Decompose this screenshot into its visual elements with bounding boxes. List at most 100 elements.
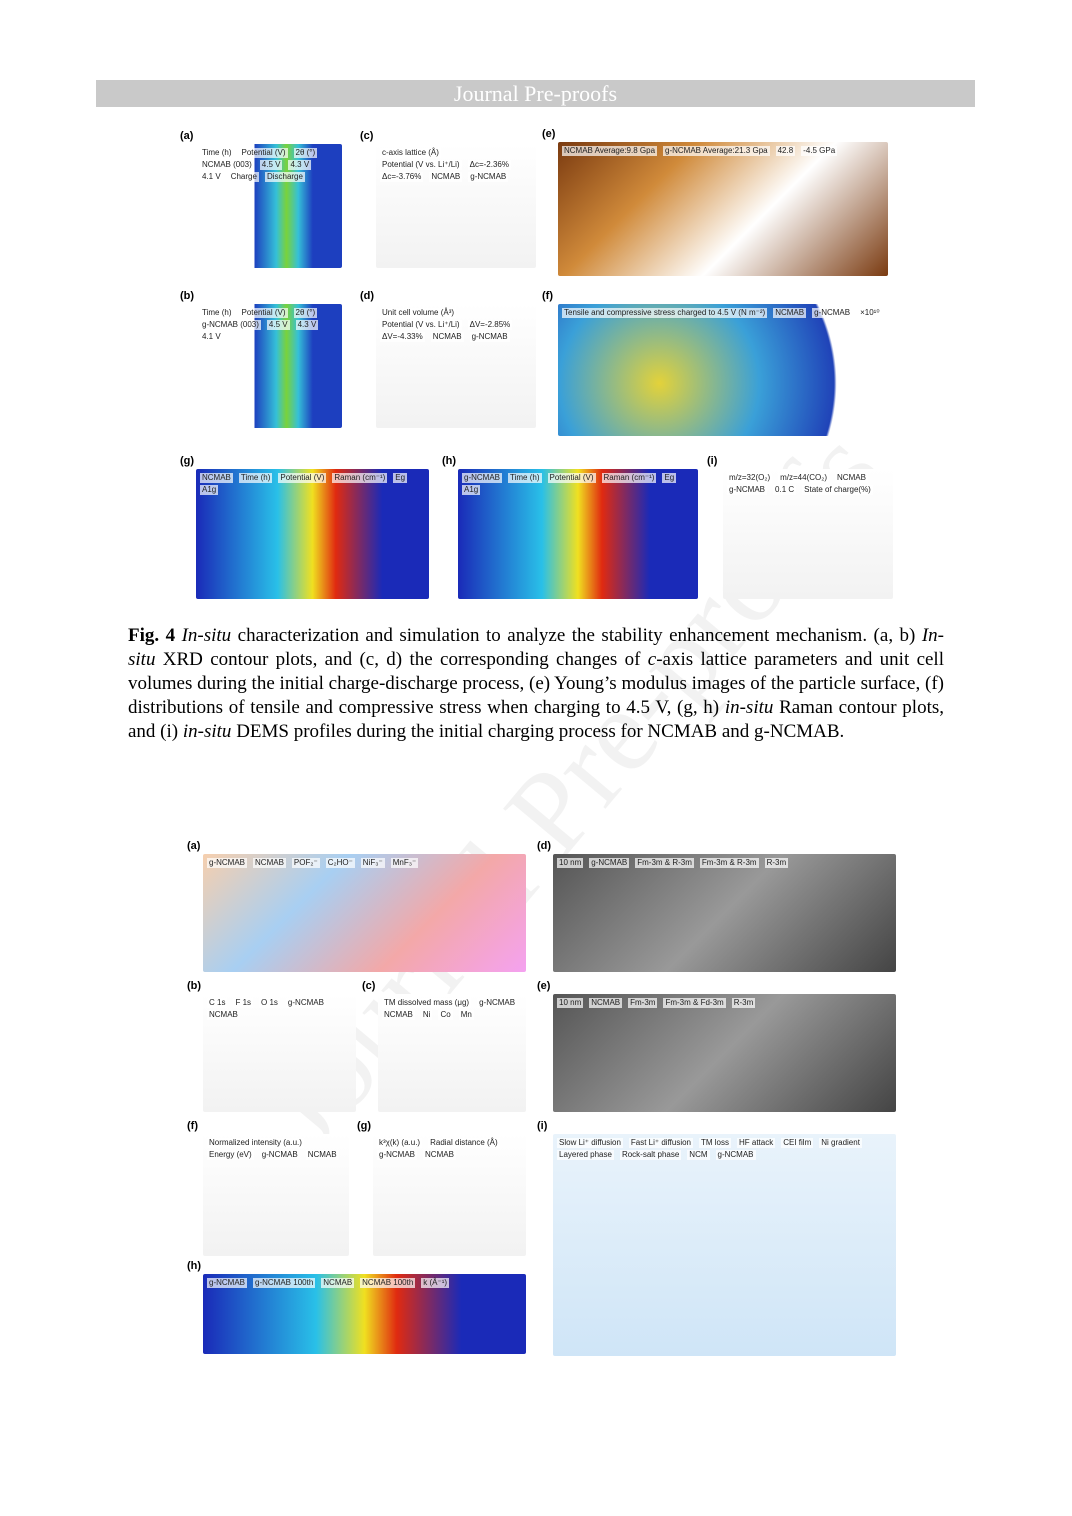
panel-texts: TM dissolved mass (μg) g-NCMAB NCMAB Ni Co Mn [382,998,524,1022]
panel-label: (i) [537,1120,548,1132]
panel-label: (f) [542,290,553,302]
panel-text: 4.1 V [200,172,223,182]
panel-text: Normalized intensity (a.u.) [207,1138,304,1148]
panel-text: Mn [458,1010,474,1020]
panel-text: 10 nm [557,858,584,868]
panel-text: NCMAB Average:9.8 Gpa [562,146,658,156]
panel-texts: Slow Li⁺ diffusion Fast Li⁺ diffusion TM l… [557,1138,894,1162]
panel-texts: Time (h) Potential (V) 2θ (°) NCMAB (003) 4.… [200,148,340,184]
panel-text: HF attack [737,1138,776,1148]
panel-text: A1g [462,485,481,495]
panel-text: Potential (V) [278,473,327,483]
panel-text: 42.8 [775,146,796,156]
panel-text: Time (h) [508,473,542,483]
panel-texts: Time (h) Potential (V) 2θ (°) g-NCMAB (003)… [200,308,340,344]
panel-text: NiF₃⁻ [360,858,385,868]
panel-text: Fm-3m & R-3m [699,858,759,868]
figure-panel: (h) g-NCMAB Time (h) Potential (V) Raman (cm… [440,455,702,603]
panel-text: Layered phase [557,1150,614,1160]
panel-text: g-NCMAB [377,1150,418,1160]
panel-text: ×10¹⁰ [858,308,882,318]
panel-text: Time (h) [200,308,234,318]
panel-text: -4.5 GPa [801,146,838,156]
caption-text: XRD contour plots, and (c, d) the corres… [155,649,648,670]
panel-text: Potential (V vs. Li⁺/Li) [380,320,462,330]
panel-text: m/z=32(O₂) [727,473,773,483]
panel-text: Discharge [264,172,305,182]
panel-text: Unit cell volume (Å³) [380,308,457,318]
panel-text: Ni gradient [819,1138,862,1148]
panel-texts: k³χ(k) (a.u.) Radial distance (Å) g-NCMAB N… [377,1138,524,1162]
panel-label: (h) [187,1260,202,1272]
panel-label: (a) [180,130,194,142]
panel-text: Potential (V vs. Li⁺/Li) [380,160,462,170]
panel-text: Fm-3m [628,998,658,1008]
panel-text: F 1s [233,998,254,1008]
panel-texts: NCMAB Average:9.8 Gpa g-NCMAB Average:21.… [562,146,886,158]
panel-texts: Tensile and compressive stress charged t… [562,308,894,320]
panel-text: Rock-salt phase [619,1150,682,1160]
panel-text: g-NCMAB [477,998,518,1008]
panel-label: (c) [362,980,376,992]
panel-text: NCMAB [430,332,464,342]
figure-panel: (i) Slow Li⁺ diffusion Fast Li⁺ diffusion T… [535,1120,900,1360]
panel-image [458,469,698,599]
caption-text: Fig. 4 [128,625,182,646]
caption: Fig. 4 In-situ characterization and simu… [128,624,944,744]
panel-text: Radial distance (Å) [428,1138,500,1148]
panel-text: k (Å⁻¹) [421,1278,450,1288]
panel-text: ΔV=-4.33% [380,332,425,342]
panel-text: Tensile and compressive stress charged t… [562,308,768,318]
panel-text: TM loss [699,1138,731,1148]
figure-panel: (b) C 1s F 1s O 1s g-NCMAB NCMAB [185,980,360,1116]
panel-text: Potential (V) [547,473,596,483]
figure-panel: (e) NCMAB Average:9.8 Gpa g-NCMAB Average:… [540,128,892,280]
panel-text: g-NCMAB [462,473,503,483]
panel-text: POF₂⁻ [291,858,320,868]
panel-text: 10 nm [557,998,584,1008]
panel-text: 2θ (°) [293,148,318,158]
panel-texts: Unit cell volume (Å³) Potential (V vs. Li… [380,308,534,344]
figure-panel: (e) 10 nm NCMAB Fm-3m Fm-3m & Fd-3m R-3m [535,980,900,1116]
panel-text: NCMAB [200,473,233,483]
panel-text: NCMAB 100th [360,1278,416,1288]
panel-label: (b) [187,980,202,992]
figure-panel: (f) Normalized intensity (a.u.) Energy (eV… [185,1120,353,1260]
panel-text: g-NCMAB Average:21.3 Gpa [663,146,770,156]
panel-text: Raman (cm⁻¹) [332,473,388,483]
panel-text: Time (h) [200,148,234,158]
figure-panel: (g) NCMAB Time (h) Potential (V) Raman (cm⁻¹… [178,455,433,603]
panel-text: 4.5 V [259,160,283,170]
panel-text: Raman (cm⁻¹) [601,473,657,483]
panel-text: g-NCMAB [468,172,509,182]
figure-panel: (i) m/z=32(O₂) m/z=44(CO₂) NCMAB g-NCMAB 0.1 … [705,455,897,603]
panel-text: Fast Li⁺ diffusion [628,1138,693,1148]
panel-text: NCMAB [589,998,623,1008]
panel-text: 4.1 V [200,332,223,342]
panel-text: NCMAB [253,858,286,868]
panel-label: (d) [537,840,552,852]
panel-text: k³χ(k) (a.u.) [377,1138,423,1148]
panel-text: Slow Li⁺ diffusion [557,1138,623,1148]
panel-text: Eg [393,473,408,483]
panel-text: NCM [687,1150,710,1160]
panel-texts: g-NCMAB Time (h) Potential (V) Raman (cm⁻¹)… [462,473,696,497]
caption-text: In-situ [128,625,944,670]
figure-panel: (a) g-NCMAB NCMAB POF₂⁻ C₂HO⁻ NiF₃⁻ MnF₃⁻ [185,840,530,976]
panel-text: g-NCMAB [812,308,853,318]
panel-label: (g) [357,1120,372,1132]
panel-text: NCMAB [207,1010,240,1020]
panel-image [553,994,896,1112]
panel-text: m/z=44(CO₂) [778,473,830,483]
panel-text: Δc=-3.76% [380,172,424,182]
panel-text: Fm-3m & R-3m [635,858,694,868]
panel-text: Ni [420,1010,433,1020]
panel-label: (g) [180,455,195,467]
panel-text: TM dissolved mass (μg) [382,998,472,1008]
panel-image [558,304,896,436]
figure-panel: (d) Unit cell volume (Å³) Potential (V vs.… [358,290,540,432]
panel-text: Energy (eV) [207,1150,254,1160]
panel-text: 4.3 V [288,160,312,170]
panel-image [203,854,526,972]
